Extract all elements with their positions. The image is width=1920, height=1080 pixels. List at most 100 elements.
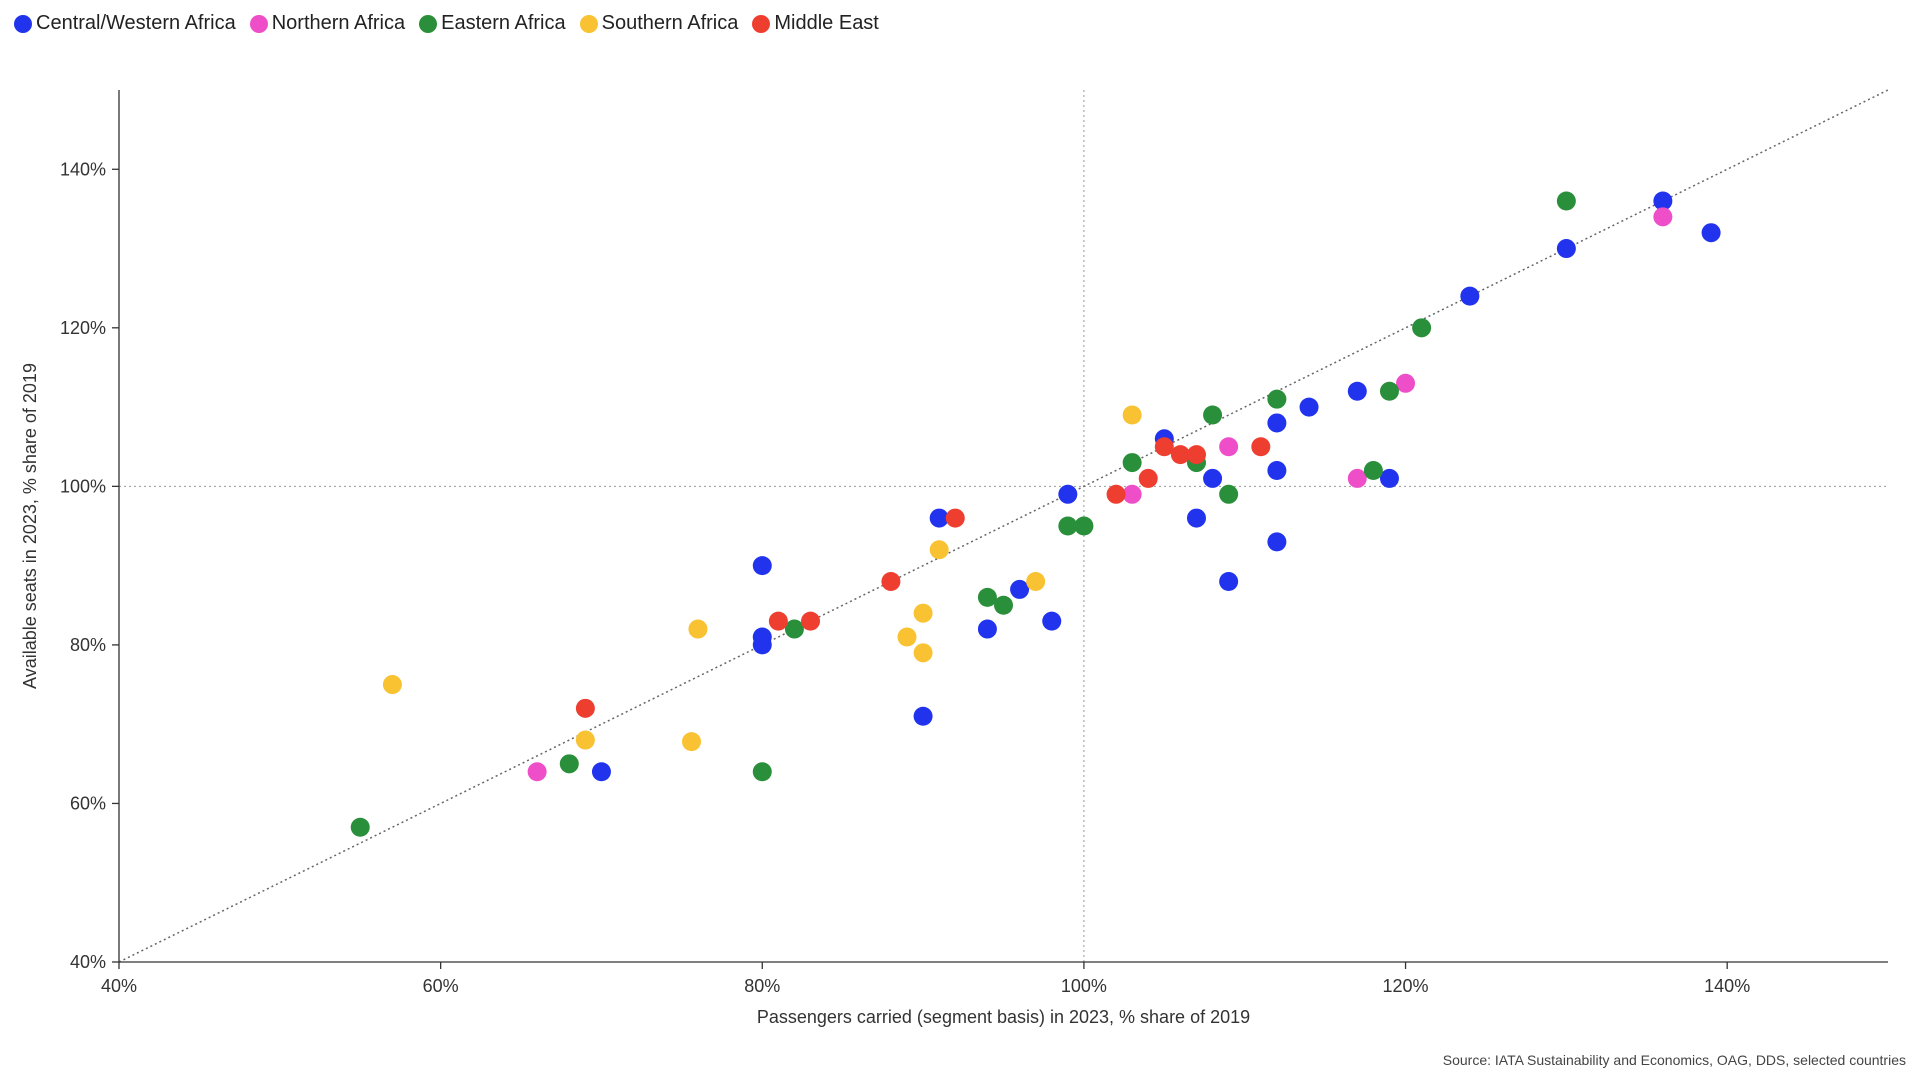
data-point [1396, 373, 1416, 393]
data-point [1267, 389, 1287, 409]
y-tick-label: 40% [70, 952, 106, 972]
data-point [929, 540, 949, 560]
legend-label: Central/Western Africa [36, 12, 236, 34]
series-group [575, 437, 1271, 718]
data-point [929, 508, 949, 528]
data-point [575, 730, 595, 750]
legend-item: Southern Africa [579, 12, 739, 35]
data-point [768, 611, 788, 631]
legend-label: Eastern Africa [441, 12, 566, 34]
data-point [897, 627, 917, 647]
data-point [1299, 397, 1319, 417]
data-point [913, 643, 933, 663]
y-tick-label: 80% [70, 635, 106, 655]
data-point [1347, 381, 1367, 401]
data-point [881, 571, 901, 591]
data-point [784, 619, 804, 639]
data-point [1701, 223, 1721, 243]
data-point [913, 706, 933, 726]
data-point [1219, 571, 1239, 591]
data-point [1363, 461, 1383, 481]
data-point [977, 587, 997, 607]
data-point [1010, 579, 1030, 599]
data-point [1203, 468, 1223, 488]
legend-swatch [249, 14, 268, 33]
x-axis-title: Passengers carried (segment basis) in 20… [757, 1007, 1250, 1027]
series-group [527, 207, 1673, 782]
source-note: Source: IATA Sustainability and Economic… [1442, 1052, 1906, 1068]
data-point [752, 556, 772, 576]
data-point [1042, 611, 1062, 631]
data-point [591, 762, 611, 782]
x-tick-label: 80% [744, 976, 780, 996]
data-point [1122, 484, 1142, 504]
legend-swatch [14, 14, 32, 33]
legend-item: Central/Western Africa [14, 12, 236, 35]
diagonal-trend-line [118, 89, 1889, 963]
data-point [1106, 484, 1126, 504]
data-point [527, 762, 547, 782]
data-point [752, 762, 772, 782]
data-point [1556, 191, 1576, 211]
data-point [1058, 516, 1078, 536]
legend-item: Eastern Africa [419, 12, 566, 35]
data-point [559, 754, 579, 774]
data-point [913, 603, 933, 623]
data-point [1122, 405, 1142, 425]
data-point [1170, 445, 1190, 465]
data-point [1267, 461, 1287, 481]
data-point [350, 817, 370, 837]
x-tick-label: 60% [423, 976, 459, 996]
data-point [945, 508, 965, 528]
y-tick-label: 60% [70, 793, 106, 813]
legend-swatch [752, 14, 771, 33]
data-point [1154, 437, 1174, 457]
data-point [1556, 239, 1576, 259]
data-point [1186, 445, 1206, 465]
data-point [1219, 484, 1239, 504]
legend-item: Middle East [752, 12, 879, 35]
data-point [688, 619, 708, 639]
data-point [1267, 532, 1287, 552]
y-axis-title: Available seats in 2023, % share of 2019 [20, 363, 40, 689]
data-point [1058, 484, 1078, 504]
data-point [994, 595, 1013, 615]
data-point [1026, 571, 1046, 591]
data-point [1347, 468, 1367, 488]
legend-label: Southern Africa [601, 12, 739, 34]
data-point [1379, 468, 1399, 488]
y-tick-label: 140% [60, 159, 106, 179]
series-group [591, 191, 1721, 782]
legend: Central/Western Africa Northern Africa Eas… [14, 12, 879, 35]
data-point [801, 611, 821, 631]
y-tick-label: 120% [60, 318, 106, 338]
data-point [977, 619, 997, 639]
data-point [1412, 318, 1432, 338]
data-point [1074, 516, 1094, 536]
x-tick-label: 100% [1061, 976, 1107, 996]
data-point [1653, 207, 1673, 227]
data-point [682, 732, 702, 752]
data-point [1379, 381, 1399, 401]
legend-label: Middle East [774, 12, 879, 34]
data-point [1460, 286, 1480, 306]
legend-label: Northern Africa [271, 12, 406, 34]
x-tick-label: 120% [1383, 976, 1429, 996]
data-point [1219, 437, 1239, 457]
data-point [1251, 437, 1271, 457]
y-tick-label: 100% [60, 476, 106, 496]
data-point [1138, 468, 1158, 488]
data-point [1653, 191, 1673, 211]
x-tick-label: 140% [1704, 976, 1750, 996]
legend-item: Northern Africa [249, 12, 406, 35]
data-point [1267, 413, 1287, 433]
data-point [382, 675, 402, 695]
data-point [1122, 453, 1142, 473]
x-tick-label: 40% [101, 976, 137, 996]
legend-swatch [419, 14, 438, 33]
data-point [1203, 405, 1223, 425]
legend-swatch [579, 14, 598, 33]
data-point [752, 635, 772, 655]
series-group [382, 405, 1142, 752]
